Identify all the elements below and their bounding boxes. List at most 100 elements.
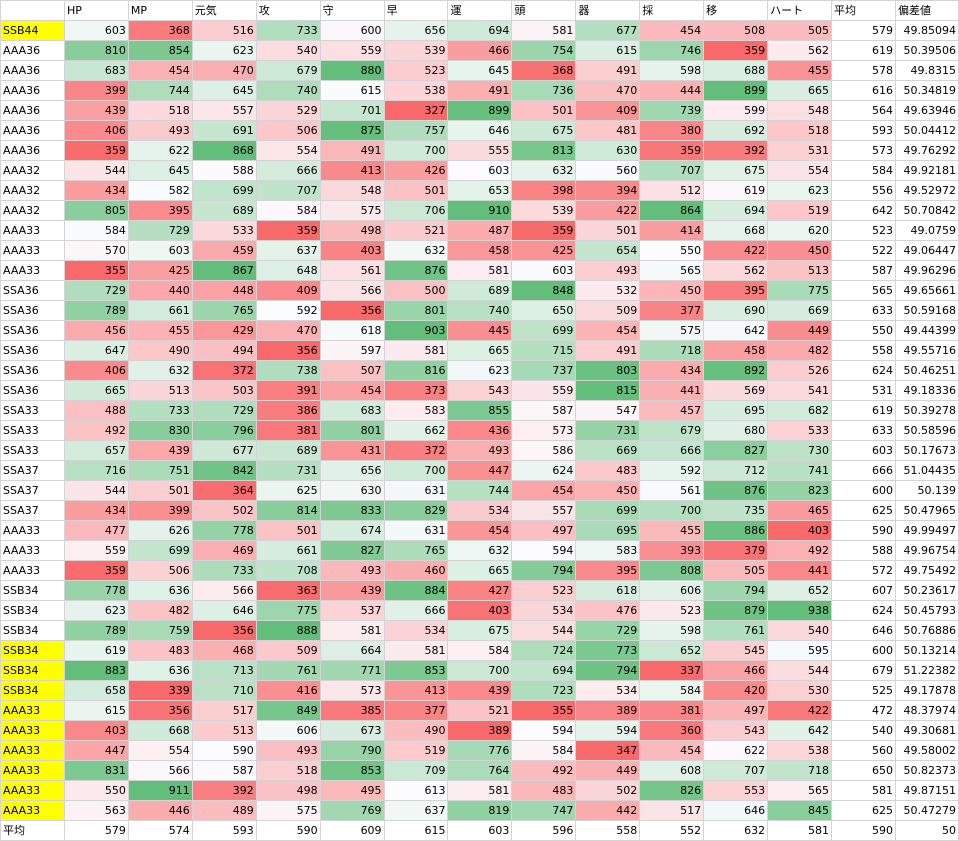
stat-cell[interactable]: 789 <box>63 620 129 641</box>
stat-cell[interactable]: 677 <box>575 20 641 41</box>
stat-cell[interactable]: 593 <box>191 820 257 841</box>
stat-cell[interactable]: 559 <box>319 40 385 61</box>
stat-cell[interactable]: 679 <box>255 60 321 81</box>
stat-cell[interactable]: 386 <box>255 400 321 421</box>
stat-cell[interactable]: 689 <box>255 440 321 461</box>
stat-cell[interactable]: 363 <box>255 580 321 601</box>
stat-cell[interactable]: 662 <box>383 420 449 441</box>
average-cell[interactable]: 633 <box>831 420 896 441</box>
stat-cell[interactable]: 754 <box>511 40 577 61</box>
stat-cell[interactable]: 519 <box>767 200 833 221</box>
stat-cell[interactable]: 355 <box>511 700 577 721</box>
stat-cell[interactable]: 552 <box>639 820 705 841</box>
stat-cell[interactable]: 609 <box>319 820 385 841</box>
stat-cell[interactable]: 497 <box>703 700 769 721</box>
stat-cell[interactable]: 886 <box>703 520 769 541</box>
stat-cell[interactable]: 625 <box>255 480 321 501</box>
stat-cell[interactable]: 513 <box>767 260 833 281</box>
stat-cell[interactable]: 481 <box>575 120 641 141</box>
stat-cell[interactable]: 563 <box>63 800 129 821</box>
stat-cell[interactable]: 465 <box>767 500 833 521</box>
average-cell[interactable]: 590 <box>831 820 896 841</box>
stat-cell[interactable]: 441 <box>639 380 705 401</box>
stat-cell[interactable]: 327 <box>383 100 449 121</box>
stat-cell[interactable]: 554 <box>767 160 833 181</box>
stat-cell[interactable]: 372 <box>191 360 257 381</box>
stat-cell[interactable]: 801 <box>383 300 449 321</box>
average-cell[interactable]: 522 <box>831 240 896 261</box>
stat-cell[interactable]: 543 <box>703 720 769 741</box>
stat-cell[interactable]: 456 <box>63 320 129 341</box>
average-cell[interactable]: 558 <box>831 340 896 361</box>
stat-cell[interactable]: 455 <box>127 320 193 341</box>
stat-cell[interactable]: 533 <box>767 420 833 441</box>
stat-cell[interactable]: 615 <box>63 700 129 721</box>
stat-cell[interactable]: 608 <box>639 760 705 781</box>
stat-cell[interactable]: 439 <box>63 100 129 121</box>
stat-cell[interactable]: 599 <box>703 100 769 121</box>
stat-cell[interactable]: 794 <box>575 660 641 681</box>
stat-cell[interactable]: 603 <box>447 160 513 181</box>
stat-cell[interactable]: 392 <box>191 780 257 801</box>
stat-cell[interactable]: 501 <box>511 100 577 121</box>
stat-cell[interactable]: 565 <box>767 780 833 801</box>
stat-cell[interactable]: 674 <box>319 520 385 541</box>
stat-cell[interactable]: 583 <box>575 540 641 561</box>
stat-cell[interactable]: 708 <box>255 560 321 581</box>
stat-cell[interactable]: 558 <box>575 820 641 841</box>
stat-cell[interactable]: 570 <box>63 240 129 261</box>
stat-cell[interactable]: 730 <box>767 440 833 461</box>
stat-cell[interactable]: 773 <box>575 640 641 661</box>
stat-cell[interactable]: 450 <box>575 480 641 501</box>
stat-cell[interactable]: 833 <box>319 500 385 521</box>
stat-cell[interactable]: 815 <box>575 380 641 401</box>
stat-cell[interactable]: 489 <box>191 800 257 821</box>
stat-cell[interactable]: 439 <box>319 580 385 601</box>
average-cell[interactable]: 624 <box>831 360 896 381</box>
stat-cell[interactable]: 594 <box>511 720 577 741</box>
stat-cell[interactable]: 377 <box>383 700 449 721</box>
stat-cell[interactable]: 498 <box>255 780 321 801</box>
column-header[interactable]: 守 <box>319 0 385 21</box>
stat-cell[interactable]: 606 <box>255 720 321 741</box>
stat-cell[interactable]: 584 <box>63 220 129 241</box>
stat-cell[interactable]: 938 <box>767 600 833 621</box>
stat-cell[interactable]: 665 <box>63 380 129 401</box>
stat-cell[interactable]: 470 <box>191 60 257 81</box>
stat-cell[interactable]: 829 <box>383 500 449 521</box>
stat-cell[interactable]: 422 <box>767 700 833 721</box>
stat-cell[interactable]: 808 <box>639 560 705 581</box>
stat-cell[interactable]: 466 <box>703 660 769 681</box>
stat-cell[interactable]: 744 <box>127 80 193 101</box>
stat-cell[interactable]: 380 <box>639 120 705 141</box>
stat-cell[interactable]: 459 <box>191 240 257 261</box>
stat-cell[interactable]: 439 <box>447 680 513 701</box>
stat-cell[interactable]: 879 <box>703 600 769 621</box>
stat-cell[interactable]: 523 <box>383 60 449 81</box>
stat-cell[interactable]: 425 <box>511 240 577 261</box>
stat-cell[interactable]: 381 <box>639 700 705 721</box>
stat-cell[interactable]: 603 <box>127 240 193 261</box>
stat-cell[interactable]: 566 <box>191 580 257 601</box>
stat-cell[interactable]: 505 <box>767 20 833 41</box>
stat-cell[interactable]: 389 <box>447 720 513 741</box>
stat-cell[interactable]: 813 <box>511 140 577 161</box>
deviation-cell[interactable]: 50.17673 <box>894 440 959 461</box>
stat-cell[interactable]: 826 <box>639 780 705 801</box>
stat-cell[interactable]: 581 <box>511 20 577 41</box>
stat-cell[interactable]: 848 <box>511 280 577 301</box>
stat-cell[interactable]: 645 <box>127 160 193 181</box>
stat-cell[interactable]: 466 <box>447 40 513 61</box>
stat-cell[interactable]: 665 <box>767 80 833 101</box>
deviation-cell[interactable]: 49.96754 <box>894 540 959 561</box>
stat-cell[interactable]: 666 <box>383 600 449 621</box>
stat-cell[interactable]: 803 <box>575 360 641 381</box>
stat-cell[interactable]: 618 <box>319 320 385 341</box>
deviation-cell[interactable]: 49.76292 <box>894 140 959 161</box>
average-cell[interactable]: 625 <box>831 500 896 521</box>
stat-cell[interactable]: 575 <box>255 800 321 821</box>
stat-cell[interactable]: 623 <box>767 180 833 201</box>
stat-cell[interactable]: 740 <box>447 300 513 321</box>
stat-cell[interactable]: 557 <box>511 500 577 521</box>
stat-cell[interactable]: 392 <box>703 140 769 161</box>
